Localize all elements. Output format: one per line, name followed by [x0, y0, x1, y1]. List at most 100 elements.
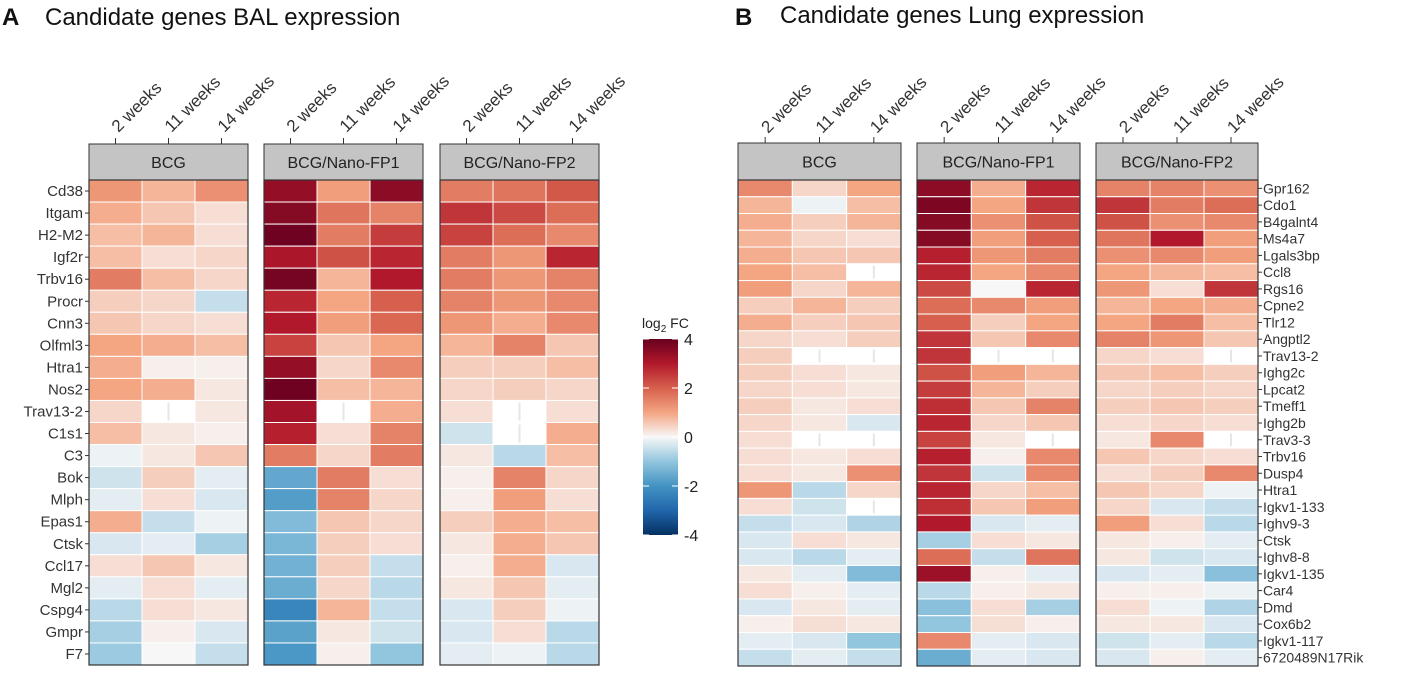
heatmap-cell	[316, 532, 371, 556]
heatmap-cell	[846, 229, 902, 248]
facet-frame	[916, 179, 1081, 667]
gene-label: Igkv1-135	[1263, 566, 1325, 582]
heatmap-cell	[141, 532, 196, 556]
heatmap-cell	[141, 289, 196, 313]
heatmap-cell	[846, 514, 902, 533]
heatmap-cell	[1203, 296, 1259, 315]
x-tick-label: 2 weeks	[937, 79, 995, 137]
gene-label: Nos2	[48, 381, 83, 398]
heatmap-cell	[369, 333, 424, 357]
heatmap-cell	[970, 397, 1027, 416]
heatmap-cell	[141, 333, 196, 357]
heatmap-cell	[369, 201, 424, 225]
heatmap-cell	[369, 422, 424, 446]
heatmap-cell	[194, 267, 249, 291]
heatmap-cell	[1025, 313, 1081, 332]
heatmap-cell	[1095, 497, 1151, 516]
heatmap-cell	[194, 289, 249, 313]
heatmap-cell	[791, 397, 848, 416]
heatmap-cell	[141, 355, 196, 379]
heatmap-cell	[545, 532, 600, 556]
heatmap-cell	[263, 642, 318, 666]
heatmap-cell	[737, 363, 793, 382]
heatmap-cell	[1149, 179, 1205, 198]
heatmap-cell	[1203, 229, 1259, 248]
heatmap-cell	[846, 313, 902, 332]
heatmap-cell	[791, 548, 848, 566]
heatmap-cell	[846, 631, 902, 650]
heatmap-cell	[846, 581, 902, 600]
heatmap-cell	[88, 642, 143, 666]
gene-label: Trbv16	[37, 271, 83, 288]
heatmap-cell	[492, 510, 547, 534]
heatmap-cell	[263, 399, 318, 424]
gene-label: Ighg2b	[1263, 415, 1306, 431]
heatmap-cell	[141, 201, 196, 225]
heatmap-cell	[194, 179, 249, 203]
heatmap-cell	[970, 598, 1027, 617]
heatmap-cell	[846, 615, 902, 633]
x-tick-label: 14 weeks	[1223, 73, 1287, 137]
heatmap-cell	[916, 514, 972, 533]
heatmap-cell	[545, 201, 600, 225]
heatmap-cell	[970, 531, 1027, 550]
heatmap-cell	[737, 347, 793, 365]
heatmap-cell	[439, 642, 494, 666]
heatmap-cell	[791, 497, 848, 516]
heatmap-cell	[141, 466, 196, 490]
heatmap-cell	[492, 576, 547, 600]
gene-label: C3	[64, 448, 83, 465]
heatmap-cell	[194, 598, 249, 622]
heatmap-cell	[141, 245, 196, 269]
gene-label: Mgl2	[50, 580, 83, 597]
heatmap-cell	[1025, 514, 1081, 533]
heatmap-cell	[369, 179, 424, 203]
x-tick-label: 14 weeks	[866, 73, 930, 137]
heatmap-cell	[916, 280, 972, 298]
heatmap-cell	[846, 280, 902, 298]
gene-label: Olfml3	[40, 337, 83, 354]
heatmap-cell	[545, 620, 600, 644]
heatmap-cell	[263, 267, 318, 291]
gene-label: Igf2r	[53, 249, 83, 266]
heatmap-cell	[1149, 631, 1205, 650]
heatmap-cell	[263, 532, 318, 556]
heatmap-cell	[88, 245, 143, 269]
heatmap-cell	[141, 598, 196, 622]
heatmap-cell	[1203, 263, 1259, 282]
heatmap-cell	[1203, 447, 1259, 466]
panel-b-title: Candidate genes Lung expression	[780, 2, 1144, 29]
facet-strip	[1095, 142, 1259, 181]
x-tick-label: 14 weeks	[1045, 73, 1109, 137]
heatmap-cell	[439, 289, 494, 313]
gene-label: Cd38	[47, 183, 83, 200]
heatmap-cell	[88, 598, 143, 622]
heatmap-cell	[88, 267, 143, 291]
heatmap-cell	[316, 466, 371, 490]
heatmap-cell	[1149, 514, 1205, 533]
heatmap-cell	[916, 179, 972, 198]
gene-label: F7	[65, 646, 83, 663]
heatmap-cell	[1025, 481, 1081, 499]
facet-label: BCG	[151, 155, 186, 172]
heatmap-cell	[737, 313, 793, 332]
heatmap-cell	[916, 598, 972, 617]
heatmap-cell	[1025, 229, 1081, 248]
heatmap-cell	[439, 399, 494, 424]
heatmap-cell	[194, 532, 249, 556]
heatmap-cell	[1149, 564, 1205, 583]
x-tick-label: 2 weeks	[108, 78, 166, 136]
facet-label: BCG/Nano-FP1	[942, 155, 1054, 172]
heatmap-cell	[791, 229, 848, 248]
heatmap-cell	[194, 333, 249, 357]
heatmap-cell	[846, 564, 902, 583]
facet-label: BCG/Nano-FP2	[463, 155, 575, 172]
heatmap-cell	[1149, 447, 1205, 466]
heatmap-cell	[916, 397, 972, 416]
heatmap-cell	[316, 245, 371, 269]
heatmap-cell	[439, 554, 494, 578]
heatmap-cell	[737, 280, 793, 298]
gene-label: Ms4a7	[1263, 231, 1305, 247]
heatmap-cell	[1095, 514, 1151, 533]
